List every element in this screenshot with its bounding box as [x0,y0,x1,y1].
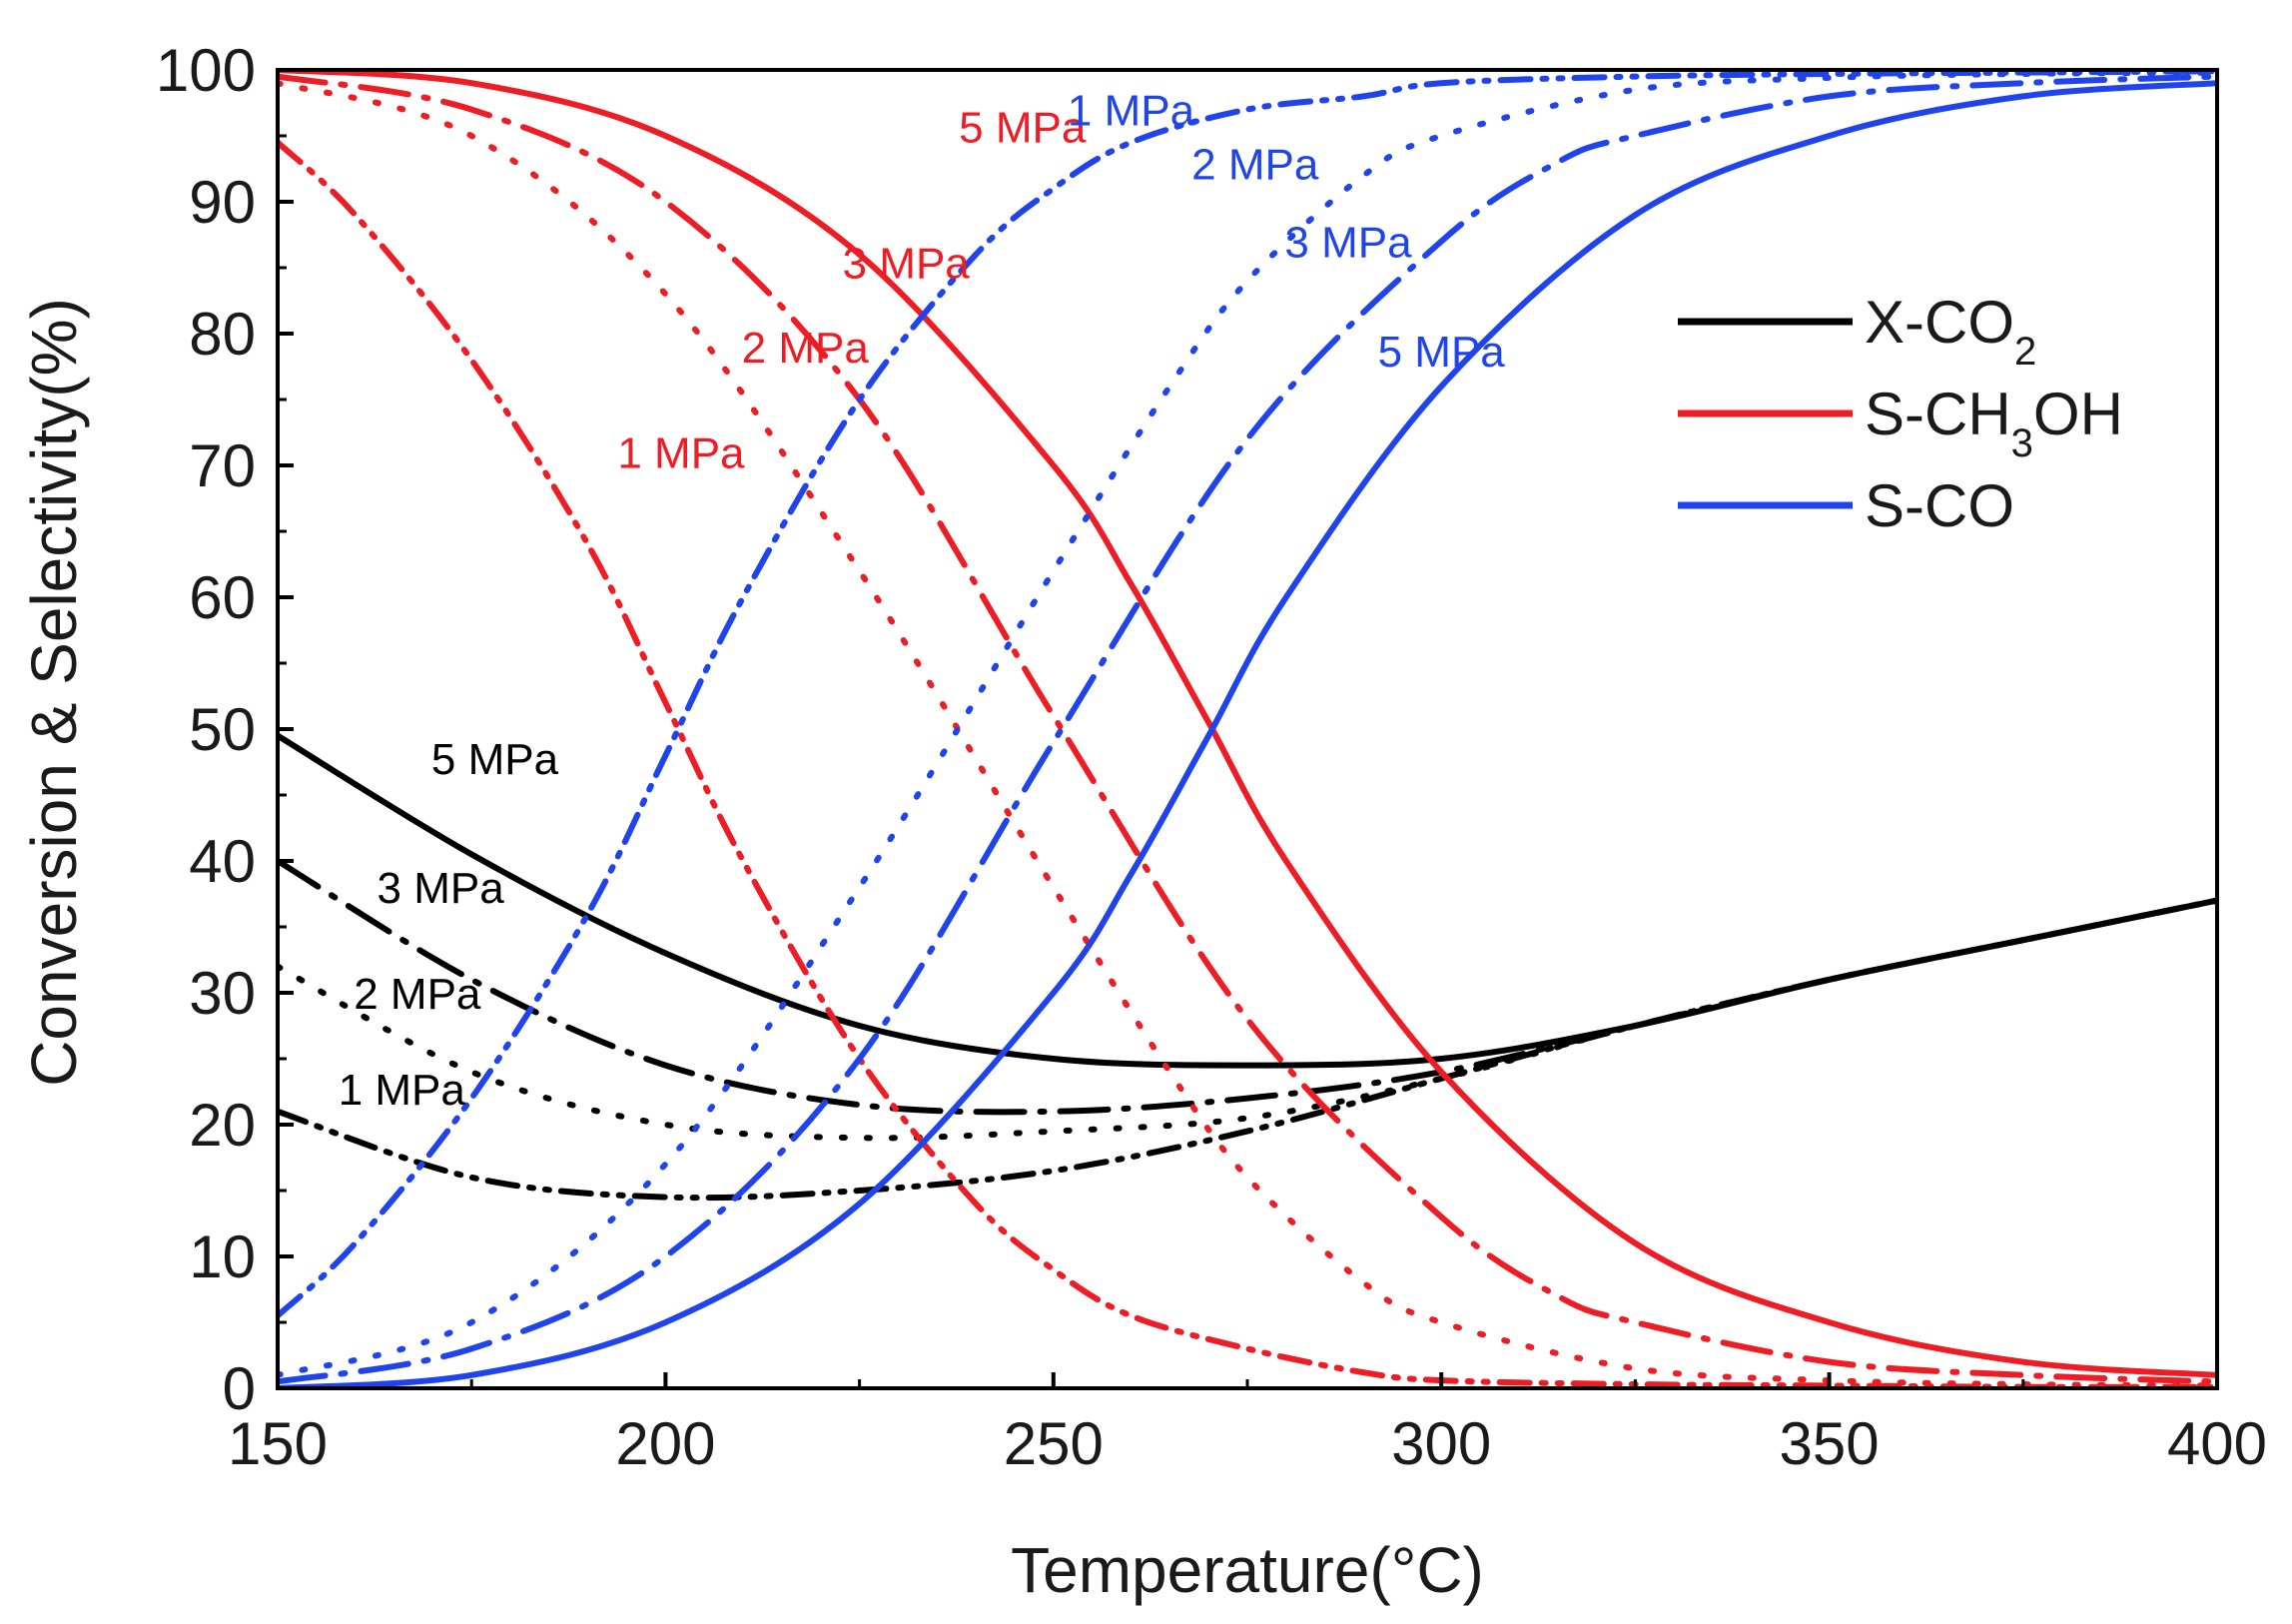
y-tick-label-100: 100 [156,37,256,104]
y-tick-label-0: 0 [223,1355,256,1422]
curve-label-s-ch3oh-2-mpa: 2 MPa [742,324,870,373]
curve-label-x-co2-2-mpa: 2 MPa [354,970,481,1019]
series-line-s-co-5-mpa [278,80,2217,1388]
y-tick-label-40: 40 [189,828,256,895]
series-line-x-co2-5-mpa [278,732,2217,1069]
legend-label-x-co2: X-CO2 [1865,289,2036,374]
x-tick-label-350: 350 [1780,1410,1880,1477]
x-tick-label-250: 250 [1004,1410,1104,1477]
curve-label-s-ch3oh-3-mpa: 3 MPa [843,240,971,289]
y-tick-label-70: 70 [189,432,256,499]
series-line-x-co2-3-mpa [278,858,2217,1116]
curve-label-s-ch3oh-1-mpa: 1 MPa [617,429,745,478]
y-tick-label-10: 10 [189,1223,256,1290]
series-line-s-co-3-mpa [278,73,2217,1385]
x-axis-title: Temperature(°C) [1011,1534,1484,1606]
x-tick-label-200: 200 [615,1410,715,1477]
y-axis-title: Conversion & Selectivity(%) [18,298,90,1087]
y-tick-label-90: 90 [189,169,256,236]
y-tick-label-50: 50 [189,696,256,763]
legend-label-s-co: S-CO [1865,472,2014,539]
x-tick-label-400: 400 [2167,1410,2267,1477]
curve-label-s-co-1-mpa: 1 MPa [1068,86,1195,135]
series-line-s-co-2-mpa [278,70,2217,1378]
y-tick-label-30: 30 [189,960,256,1027]
series-line-s-co-1-mpa [278,70,2217,1319]
y-tick-label-60: 60 [189,564,256,631]
curve-label-s-co-3-mpa: 3 MPa [1284,218,1412,267]
curve-label-s-co-5-mpa: 5 MPa [1378,328,1506,377]
y-tick-label-20: 20 [189,1092,256,1159]
curve-label-x-co2-1-mpa: 1 MPa [339,1066,466,1115]
x-tick-label-300: 300 [1391,1410,1491,1477]
x-tick-label-150: 150 [228,1410,328,1477]
curve-label-s-co-2-mpa: 2 MPa [1191,141,1319,190]
y-tick-label-80: 80 [189,301,256,368]
curve-label-x-co2-3-mpa: 3 MPa [378,864,505,913]
curve-label-x-co2-5-mpa: 5 MPa [431,735,559,784]
series-line-s-ch3oh-5-mpa [278,70,2217,1378]
legend-label-s-ch3oh: S-CH3OH [1865,381,2123,465]
series-line-s-ch3oh-3-mpa [278,73,2217,1385]
series-line-x-co2-2-mpa [278,897,2217,1142]
series-line-s-ch3oh-1-mpa [278,139,2217,1388]
curve-label-s-ch3oh-5-mpa: 5 MPa [959,104,1087,153]
